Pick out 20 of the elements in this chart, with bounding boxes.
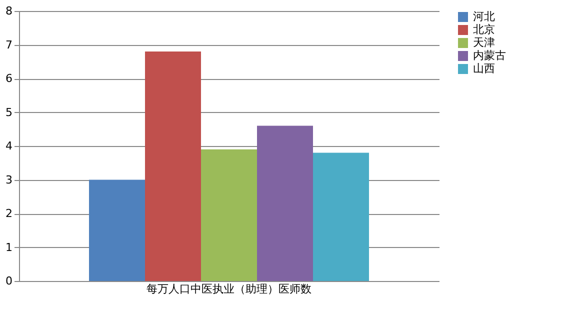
- y-tick-label: 3: [6, 173, 12, 186]
- y-tick-label: 4: [6, 140, 12, 152]
- bar: [89, 180, 145, 281]
- y-tick-label: 0: [6, 274, 12, 288]
- legend-label: 内蒙古: [473, 49, 506, 62]
- y-tick-label: 5: [6, 106, 12, 119]
- y-tick-label: 8: [6, 4, 12, 18]
- y-tick-label: 6: [6, 72, 12, 85]
- legend-label: 天津: [473, 36, 495, 49]
- bar: [257, 126, 313, 281]
- legend-label: 山西: [473, 62, 495, 75]
- bar: [313, 152, 369, 281]
- y-tick-label: 1: [6, 240, 12, 254]
- legend-label: 北京: [473, 23, 495, 36]
- legend-label: 河北: [473, 10, 495, 23]
- bar: [145, 52, 201, 281]
- y-tick-label: 2: [6, 207, 12, 220]
- x-tick-label: 每万人口中医执业（助理）医师数: [146, 282, 312, 296]
- bar: [201, 149, 257, 281]
- y-tick-label: 7: [6, 38, 12, 52]
